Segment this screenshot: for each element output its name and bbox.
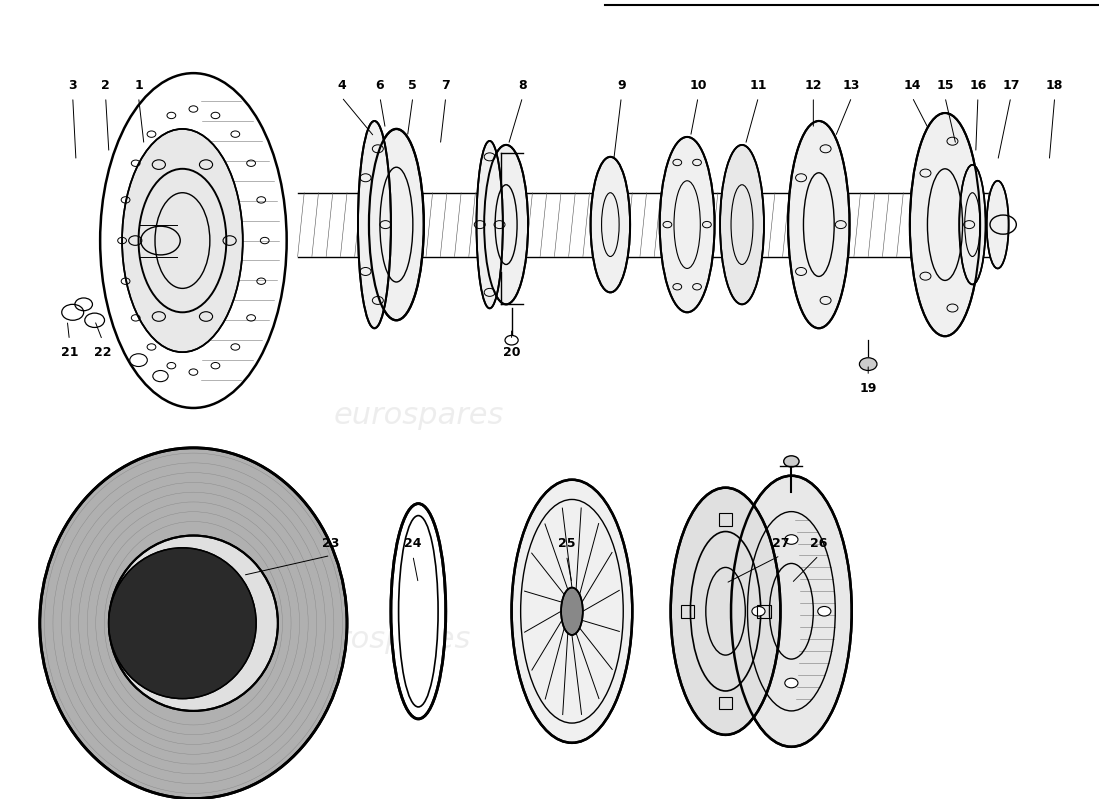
Text: 26: 26: [810, 537, 827, 550]
Text: 1: 1: [134, 78, 143, 91]
Text: 14: 14: [903, 78, 921, 91]
Text: 9: 9: [617, 78, 626, 91]
Text: 19: 19: [859, 382, 877, 394]
Ellipse shape: [671, 488, 780, 735]
Text: 6: 6: [375, 78, 384, 91]
Ellipse shape: [109, 535, 278, 711]
Text: 24: 24: [404, 537, 421, 550]
Circle shape: [783, 456, 799, 467]
Ellipse shape: [358, 121, 390, 328]
Circle shape: [130, 354, 147, 366]
Ellipse shape: [512, 480, 632, 743]
Bar: [719, 514, 733, 526]
Text: 2: 2: [101, 78, 110, 91]
Text: 11: 11: [750, 78, 767, 91]
Text: eurospares: eurospares: [300, 625, 471, 654]
Ellipse shape: [390, 504, 446, 719]
Text: 27: 27: [772, 537, 789, 550]
Text: 7: 7: [441, 78, 450, 91]
Text: 3: 3: [68, 78, 77, 91]
Circle shape: [505, 335, 518, 345]
Circle shape: [817, 606, 830, 616]
Circle shape: [153, 370, 168, 382]
Ellipse shape: [732, 476, 851, 746]
Bar: [681, 605, 694, 618]
Ellipse shape: [987, 181, 1009, 269]
Ellipse shape: [959, 165, 986, 285]
Ellipse shape: [720, 145, 764, 304]
Ellipse shape: [788, 121, 849, 328]
Text: 17: 17: [1002, 78, 1020, 91]
Circle shape: [859, 358, 877, 370]
Text: eurospares: eurospares: [333, 402, 504, 430]
Text: 18: 18: [1046, 78, 1064, 91]
Text: 22: 22: [94, 346, 111, 358]
Text: 15: 15: [936, 78, 954, 91]
Circle shape: [784, 534, 798, 544]
Text: 13: 13: [843, 78, 860, 91]
Ellipse shape: [561, 587, 583, 635]
Ellipse shape: [476, 141, 503, 308]
Ellipse shape: [910, 113, 980, 336]
Circle shape: [752, 606, 766, 616]
Text: 10: 10: [690, 78, 707, 91]
Ellipse shape: [368, 129, 424, 320]
Text: 20: 20: [503, 346, 520, 358]
Text: 16: 16: [969, 78, 987, 91]
Text: 23: 23: [322, 537, 339, 550]
Ellipse shape: [40, 448, 346, 798]
Ellipse shape: [660, 137, 715, 312]
Text: 12: 12: [804, 78, 822, 91]
Bar: [758, 605, 770, 618]
Ellipse shape: [591, 157, 630, 292]
Text: 5: 5: [408, 78, 417, 91]
Text: 8: 8: [518, 78, 527, 91]
Text: 21: 21: [60, 346, 78, 358]
Ellipse shape: [109, 548, 256, 698]
Text: 4: 4: [338, 78, 345, 91]
Text: 25: 25: [558, 537, 575, 550]
Circle shape: [784, 678, 798, 688]
Ellipse shape: [484, 145, 528, 304]
Bar: [719, 697, 733, 710]
Ellipse shape: [122, 129, 243, 352]
